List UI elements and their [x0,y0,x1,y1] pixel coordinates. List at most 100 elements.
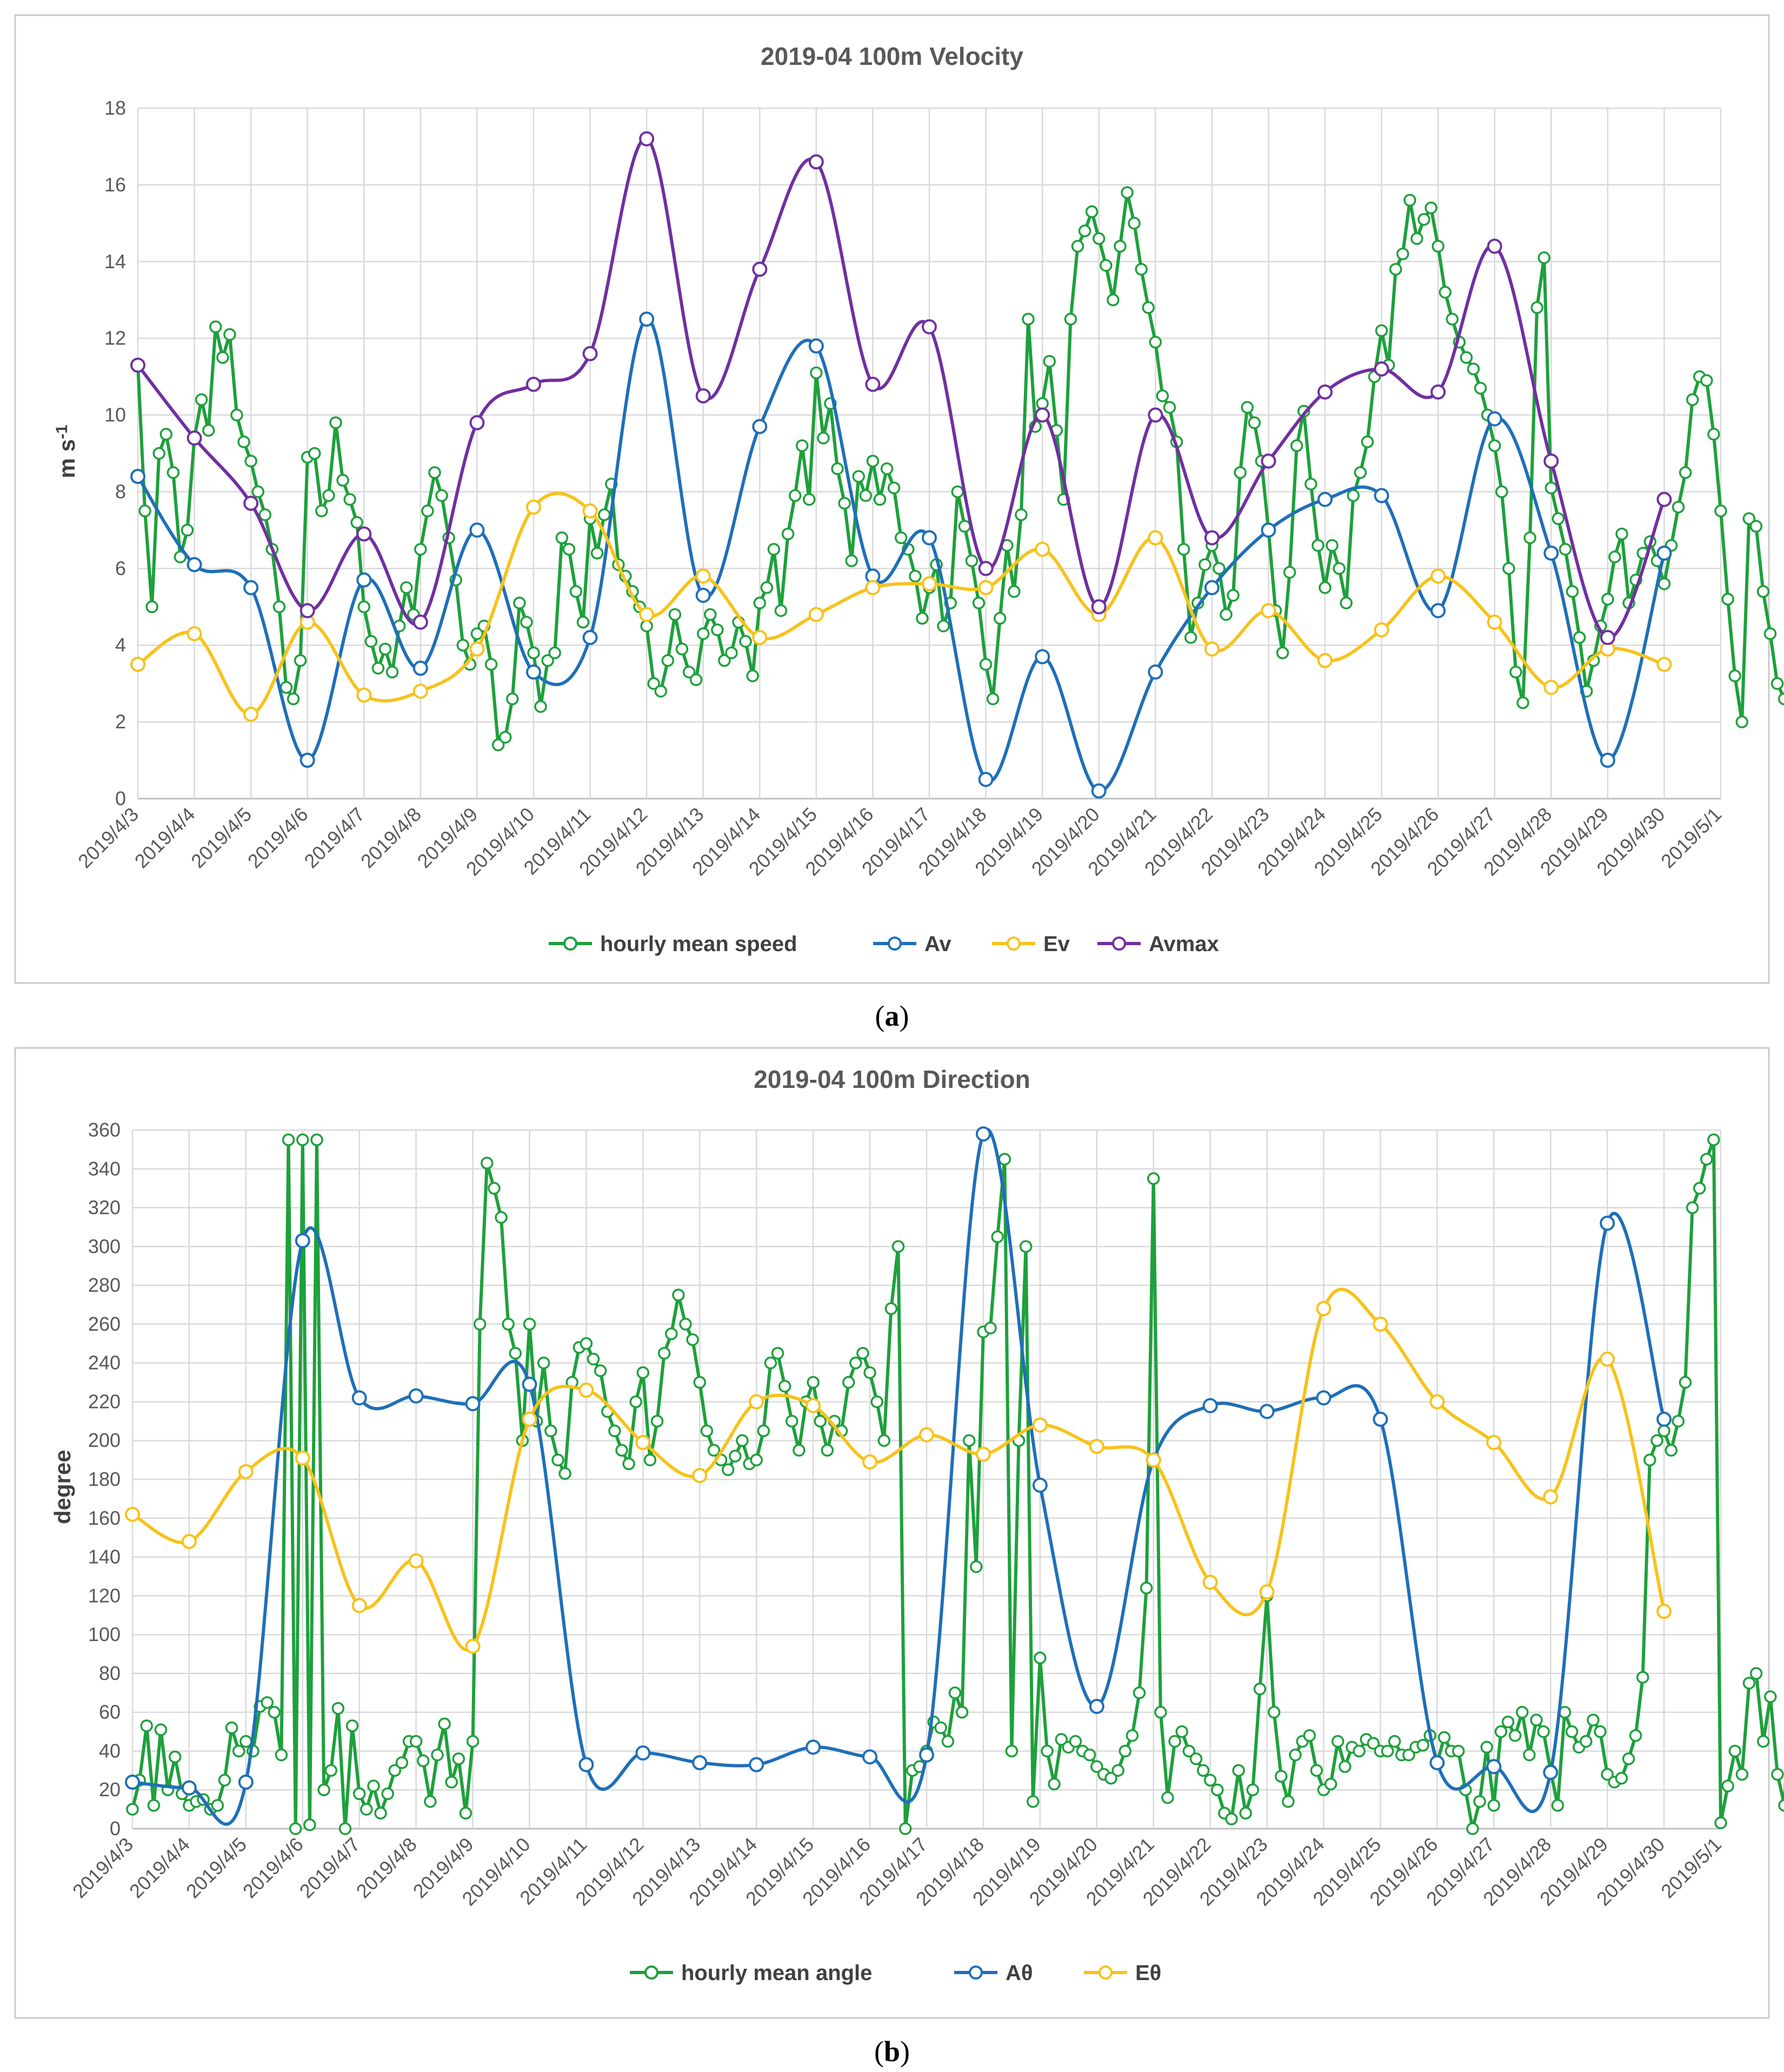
data-point [873,493,887,506]
data-point [1523,1748,1536,1762]
data-point [1083,1748,1096,1762]
data-point [1700,374,1713,387]
data-point [502,1318,515,1331]
data-point [520,615,533,629]
data-point [764,1356,777,1370]
series-hourly-mean-speed [131,186,1784,752]
data-point [167,466,180,479]
data-point [807,1376,820,1389]
data-point [1601,593,1614,606]
data-point [806,1739,821,1755]
y-tick-label: 20 [99,1778,121,1801]
data-point [295,1233,310,1248]
data-point [1008,585,1021,598]
data-point [125,1506,140,1522]
data-point [414,543,427,556]
data-point [668,608,682,621]
data-point [1389,263,1402,276]
data-point [1778,1799,1784,1812]
data-point [1303,1729,1316,1742]
data-point [1069,1735,1082,1748]
data-point [771,1346,784,1360]
data-point [1036,397,1049,410]
data-point [1196,1764,1210,1777]
data-point [238,1464,254,1479]
data-point [1022,313,1035,326]
data-point [1304,477,1317,491]
data-point [140,1719,153,1732]
data-point [693,1376,707,1389]
data-point [303,1818,316,1831]
data-point [1693,1181,1706,1195]
data-point [1516,1705,1529,1719]
series-line [136,137,1666,640]
data-point [1005,1744,1019,1758]
data-point [675,642,689,656]
data-point [887,481,901,495]
data-point [1446,313,1459,326]
data-point [1163,401,1176,414]
data-point [187,626,202,641]
data-point [1559,543,1572,556]
data-point [1452,1744,1465,1758]
data-point [374,1807,387,1820]
y-tick-label: 220 [88,1390,121,1412]
data-point [239,1735,252,1748]
data-point [1078,224,1091,237]
data-point [682,666,696,679]
data-point [138,504,151,517]
data-point [650,1414,664,1428]
data-point [870,1395,883,1409]
y-tick-label: 12 [104,327,126,349]
data-point [808,154,824,170]
data-point [537,1356,550,1370]
data-point [700,1424,714,1438]
data-point [639,311,655,327]
legend-marker [563,937,577,951]
series-hourly-mean-angle [126,1133,1784,1835]
data-point [168,1750,182,1763]
data-point [1246,1783,1260,1796]
data-point [749,1757,764,1772]
series-avmax [130,131,1672,646]
data-point [258,508,272,521]
data-point [993,612,1007,625]
data-point [1064,313,1077,326]
data-point [506,692,519,706]
legend-item: Avmax [1097,932,1219,956]
data-point [898,1822,912,1835]
data-point [1374,488,1389,503]
velocity-chart: 2019-04 100m Velocity m s-1 0 2 4 6 8 10 12 14 1… [14,14,1784,984]
data-point [955,1705,969,1719]
data-point [408,1553,424,1569]
y-tick-label: 360 [88,1119,121,1141]
data-point [729,1450,742,1463]
y-tick-label: 0 [110,1817,121,1839]
y-tick-label: 200 [88,1429,121,1451]
data-point [481,1157,494,1170]
legend-item: Ev [992,932,1070,956]
series-eθ [125,1287,1672,1654]
data-point [1034,1651,1047,1664]
data-point [594,1364,607,1377]
data-point [1177,543,1190,556]
direction-legend: hourly mean angle Aθ Eθ [630,1961,1161,1985]
data-point [421,504,434,517]
data-point [1261,453,1276,469]
data-point [695,388,711,404]
data-point [1204,641,1220,657]
legend-label: hourly mean speed [600,932,797,956]
data-point [711,623,724,636]
data-point [445,1776,458,1789]
y-tick-label: 340 [88,1158,121,1180]
data-point [412,683,428,699]
data-point [1090,1760,1103,1773]
data-point [1175,1725,1188,1738]
data-point [1354,466,1367,479]
data-point [469,522,485,538]
data-point [1147,1172,1160,1185]
velocity-y-axis-label: m s-1 [53,424,79,478]
data-point [865,376,881,392]
data-point [1234,466,1247,479]
data-point [576,615,590,629]
